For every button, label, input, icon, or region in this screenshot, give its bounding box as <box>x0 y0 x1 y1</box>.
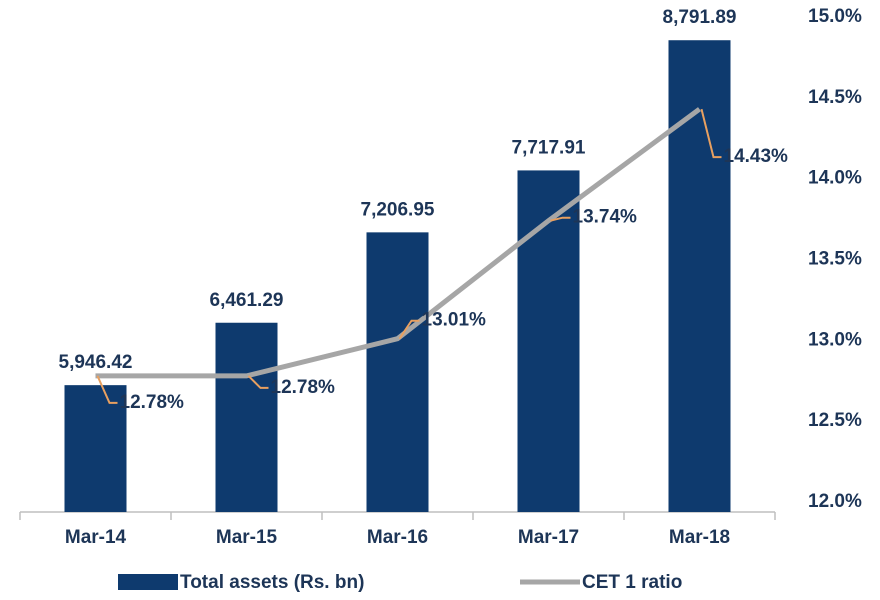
leader-line <box>398 319 420 340</box>
x-tick-label: Mar-18 <box>669 527 730 548</box>
bar <box>215 322 278 512</box>
bar <box>517 170 580 513</box>
bar-value-label: 6,461.29 <box>210 290 284 311</box>
x-tick-label: Mar-15 <box>216 527 278 548</box>
y2-tick-label: 14.5% <box>808 87 862 108</box>
y2-tick-label: 13.0% <box>808 329 862 350</box>
line-value-label: 12.78% <box>271 377 336 398</box>
x-tick-label: Mar-16 <box>367 527 428 548</box>
bar <box>64 385 127 512</box>
x-tick-label: Mar-14 <box>65 527 127 548</box>
leader-line <box>550 216 571 222</box>
bar-value-label: 8,791.89 <box>663 7 737 28</box>
leader-line <box>700 108 722 159</box>
legend-swatch <box>118 574 178 590</box>
x-tick-label: Mar-17 <box>518 527 579 548</box>
legend-label: CET 1 ratio <box>582 572 682 593</box>
line-value-label: 13.01% <box>422 310 487 331</box>
y2-tick-label: 15.0% <box>808 6 862 27</box>
line <box>95 107 701 379</box>
legend-label: Total assets (Rs. bn) <box>180 572 364 593</box>
y2-tick-label: 14.0% <box>808 168 862 189</box>
y2-tick-label: 12.5% <box>808 410 862 431</box>
bar <box>668 40 731 513</box>
line-value-label: 12.78% <box>120 392 185 413</box>
bar-value-label: 5,946.42 <box>59 352 133 373</box>
bar-value-label: 7,717.91 <box>512 137 586 158</box>
bar <box>366 232 429 512</box>
line-value-label: 14.43% <box>724 146 789 167</box>
leader-line <box>96 375 118 404</box>
y2-tick-label: 12.0% <box>808 491 862 512</box>
y2-tick-label: 13.5% <box>808 249 862 270</box>
bar-value-label: 7,206.95 <box>361 199 435 220</box>
line-value-label: 13.74% <box>573 207 638 228</box>
leader-line <box>247 375 269 389</box>
